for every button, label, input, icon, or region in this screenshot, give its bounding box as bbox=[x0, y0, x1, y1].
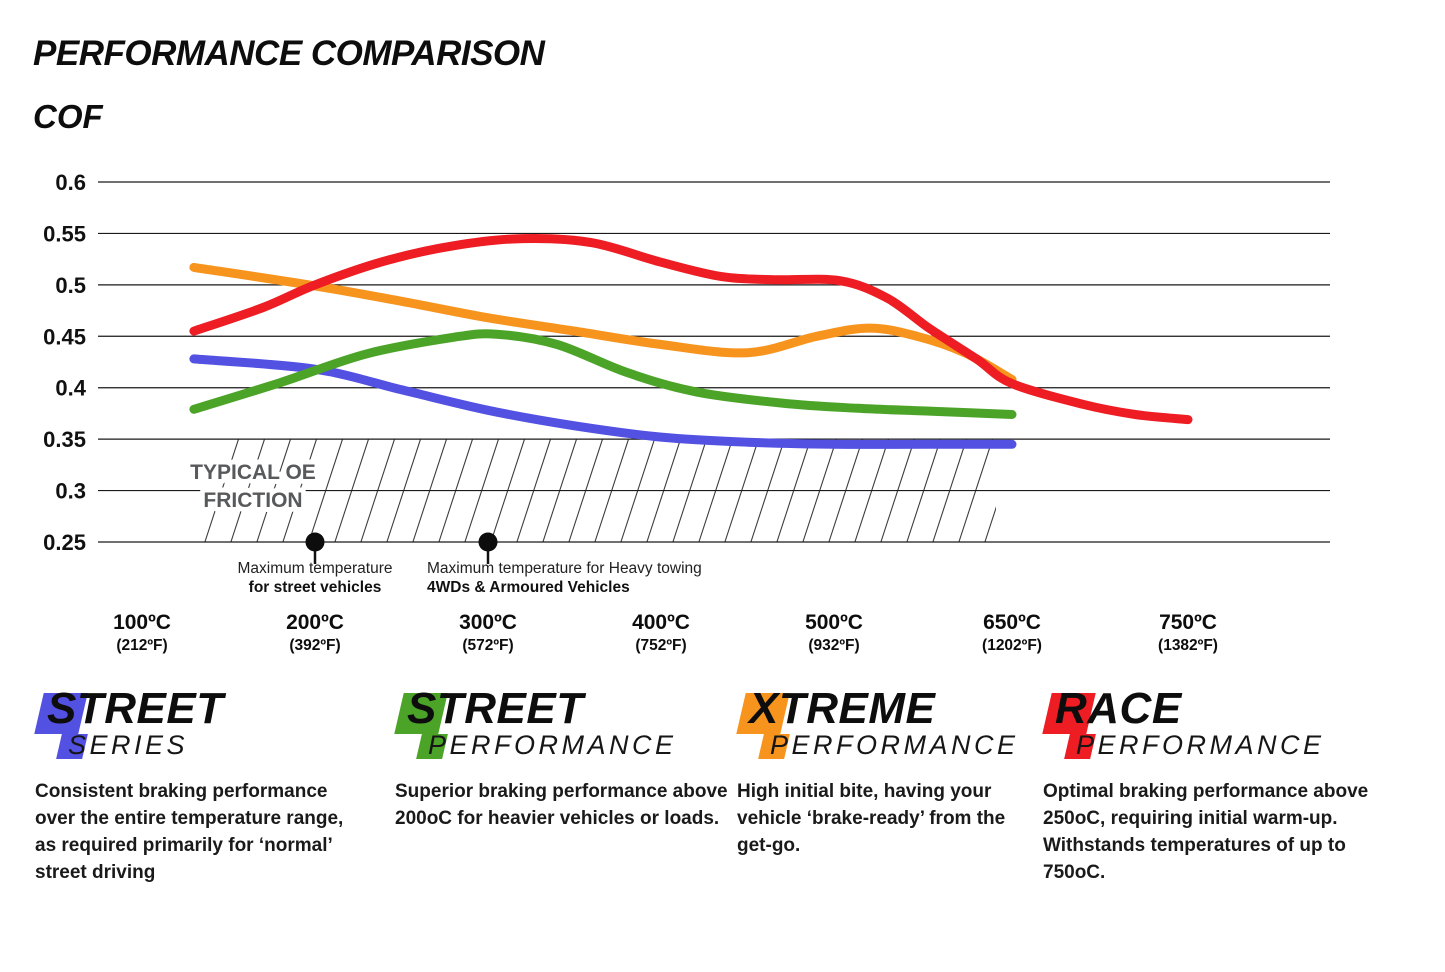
typical-oe-friction-label: FRICTION bbox=[203, 489, 302, 512]
street-series-logo: STREET SERIES bbox=[34, 684, 365, 764]
legend-description: Superior braking performance above 200oC… bbox=[395, 781, 728, 829]
x-tick-fahrenheit: (752ºF) bbox=[635, 637, 686, 654]
brand-line1: STREET bbox=[47, 684, 224, 733]
legend-description: High initial bite, having your vehicle ‘… bbox=[737, 781, 1006, 856]
annotation-line2: 4WDs & Armoured Vehicles bbox=[427, 579, 630, 596]
x-tick-celsius: 100ºC bbox=[113, 611, 171, 634]
x-tick-celsius: 400ºC bbox=[632, 611, 690, 634]
annotation-line2: for street vehicles bbox=[249, 579, 382, 596]
race-performance-logo: RACE PERFORMANCE bbox=[1042, 684, 1378, 764]
brand-line2: PERFORMANCE bbox=[428, 730, 677, 760]
y-tick-label: 0.3 bbox=[55, 479, 86, 504]
legend-description: Optimal braking performance above 250oC,… bbox=[1043, 781, 1369, 883]
xtreme-performance-logo: XTREME PERFORMANCE bbox=[736, 684, 1019, 764]
x-tick-fahrenheit: (1382ºF) bbox=[1158, 637, 1218, 654]
legend-street-performance: STREET PERFORMANCE Superior braking perf… bbox=[394, 684, 730, 832]
x-tick-fahrenheit: (932ºF) bbox=[808, 637, 859, 654]
typical-oe-friction-label: TYPICAL OE bbox=[190, 461, 316, 484]
y-tick-label: 0.4 bbox=[55, 376, 86, 401]
x-tick-celsius: 500ºC bbox=[805, 611, 863, 634]
legend-race-performance: RACE PERFORMANCE Optimal braking perform… bbox=[1042, 684, 1378, 886]
y-tick-label: 0.6 bbox=[55, 170, 86, 195]
annotation-dot-icon bbox=[305, 532, 325, 552]
annotation-line1: Maximum temperature bbox=[237, 560, 392, 577]
brand-line2: PERFORMANCE bbox=[770, 730, 1019, 760]
x-tick-fahrenheit: (212ºF) bbox=[116, 637, 167, 654]
brand-line1: XTREME bbox=[749, 684, 936, 733]
y-tick-label: 0.5 bbox=[55, 273, 86, 298]
x-tick-fahrenheit: (392ºF) bbox=[289, 637, 340, 654]
legend-description: Consistent braking performance over the … bbox=[35, 781, 344, 883]
y-axis-title: COF bbox=[33, 98, 103, 135]
legend-xtreme-performance: XTREME PERFORMANCE High initial bite, ha… bbox=[736, 684, 1019, 859]
annotation-line1: Maximum temperature for Heavy towing bbox=[427, 560, 702, 577]
y-tick-label: 0.35 bbox=[43, 427, 86, 452]
legend-street-series: STREET SERIES Consistent braking perform… bbox=[34, 684, 365, 886]
x-tick-celsius: 650ºC bbox=[983, 611, 1041, 634]
series-race-performance bbox=[189, 233, 1193, 425]
street-performance-logo: STREET PERFORMANCE bbox=[394, 684, 730, 764]
series-street-performance bbox=[189, 329, 1017, 419]
brand-line1: STREET bbox=[407, 684, 584, 733]
brand-line1: RACE bbox=[1055, 684, 1182, 733]
brand-line2: SERIES bbox=[68, 730, 189, 760]
x-tick-celsius: 200ºC bbox=[286, 611, 344, 634]
x-tick-celsius: 300ºC bbox=[459, 611, 517, 634]
annotation-dot-icon bbox=[478, 532, 498, 552]
series-xtreme-performance bbox=[189, 262, 1017, 384]
legend-row: STREET SERIES Consistent braking perform… bbox=[0, 684, 1445, 962]
x-tick-fahrenheit: (572ºF) bbox=[462, 637, 513, 654]
x-tick-celsius: 750ºC bbox=[1159, 611, 1217, 634]
y-tick-label: 0.45 bbox=[43, 324, 86, 349]
brand-line2: PERFORMANCE bbox=[1076, 730, 1325, 760]
x-tick-fahrenheit: (1202ºF) bbox=[982, 637, 1042, 654]
page-title: PERFORMANCE COMPARISON bbox=[33, 34, 545, 73]
series-street-series bbox=[189, 354, 1017, 449]
cof-line-chart: 0.6 0.55 0.5 0.45 0.4 0.35 0.3 0.25 TYPICAL OE FR… bbox=[43, 170, 1330, 654]
y-tick-label: 0.25 bbox=[43, 530, 86, 555]
y-tick-label: 0.55 bbox=[43, 221, 86, 246]
